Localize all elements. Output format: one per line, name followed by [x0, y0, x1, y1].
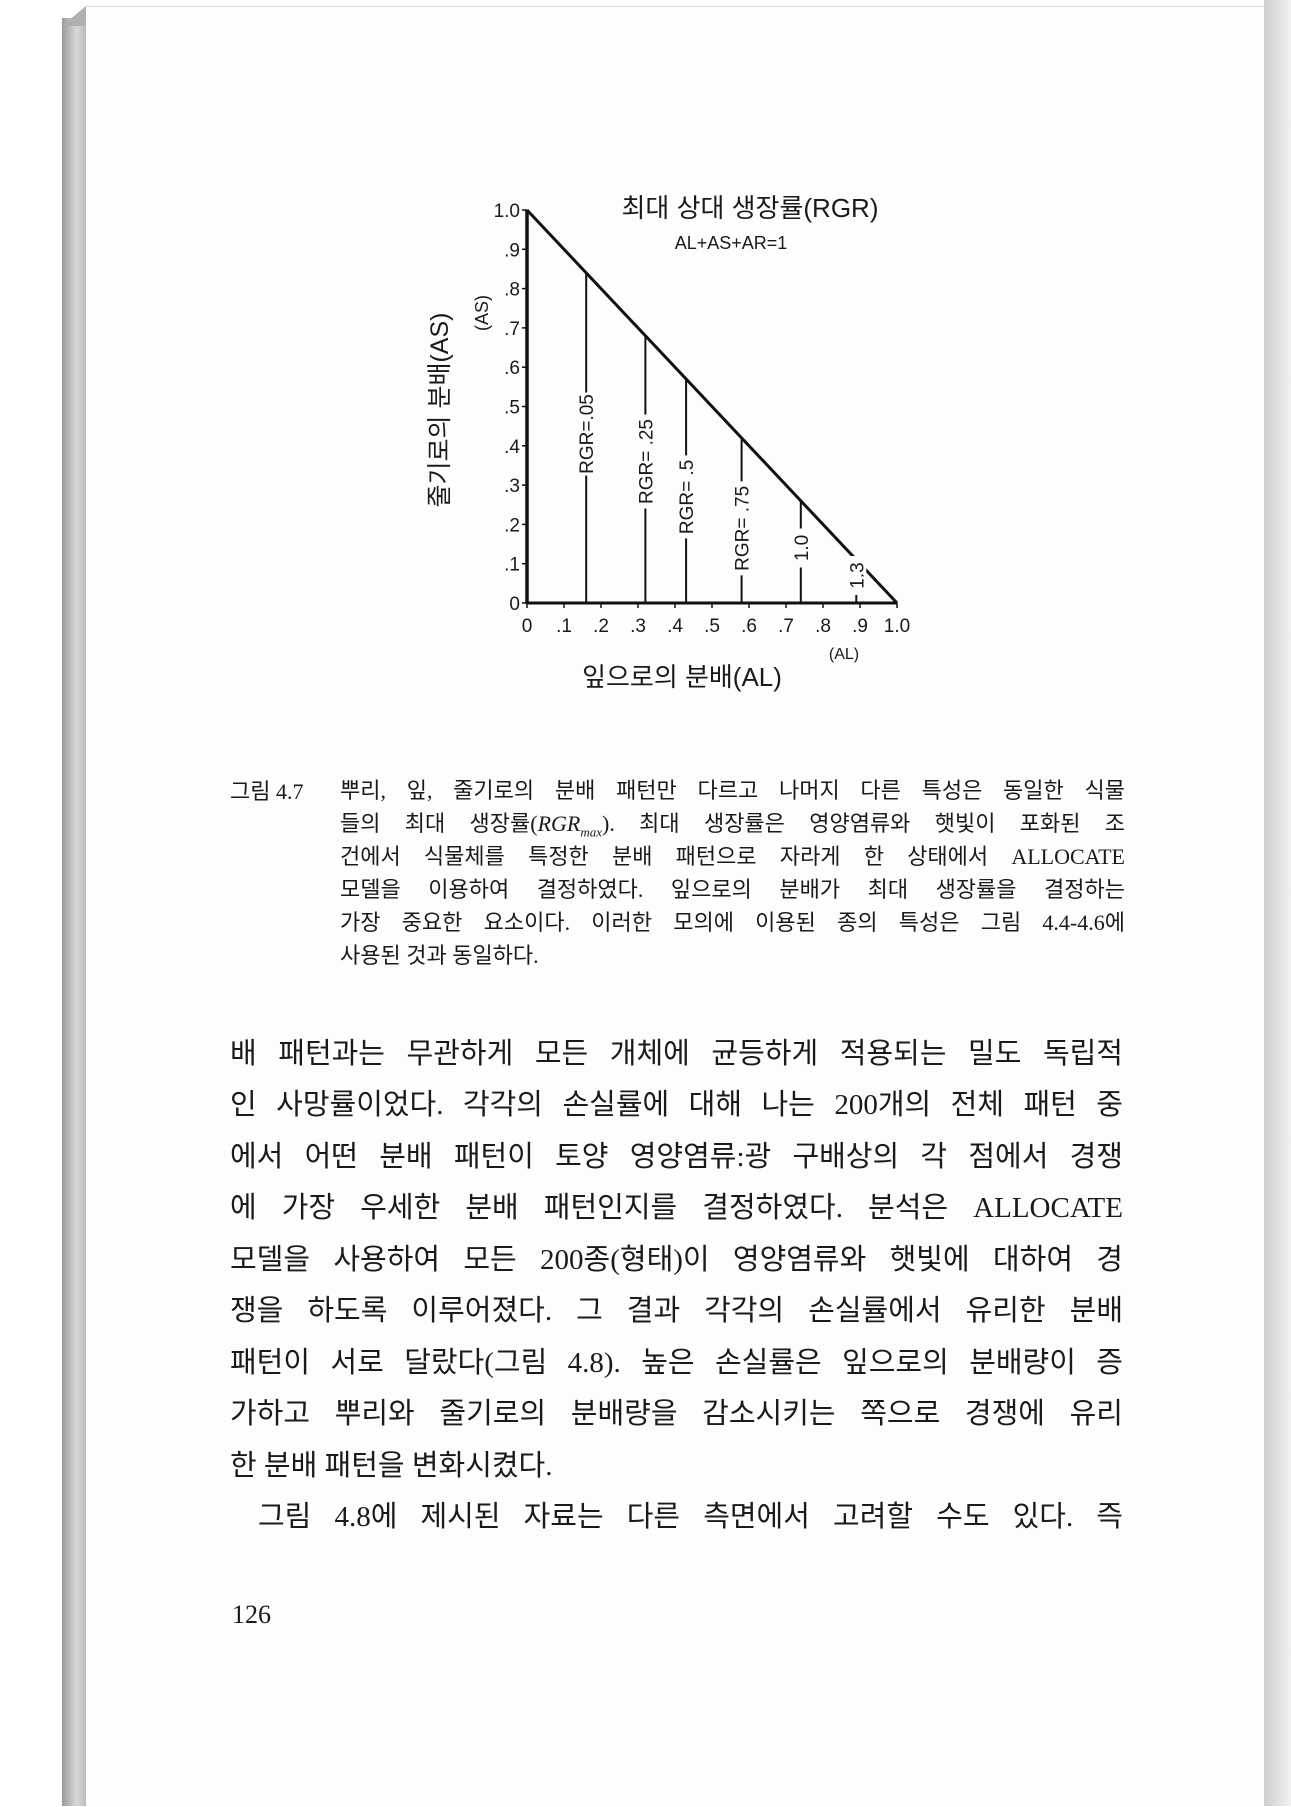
y-tick-label: 0: [509, 594, 520, 615]
y-tick-label: .3: [504, 476, 520, 497]
y-tick-label: 1.0: [494, 201, 520, 222]
x-tick-label: .7: [778, 616, 794, 637]
body-line: 에서 어떤 분배 패턴이 토양 영양염류:광 구배상의 각 점에서 경쟁: [230, 1141, 1123, 1173]
body-line: 가하고 뿌리와 줄기로의 분배량을 감소시키는 쪽으로 경쟁에 유리: [230, 1398, 1123, 1430]
rgr-isoline-label: RGR=.05: [577, 394, 598, 474]
caption-text: 들의 최대 생장률(: [340, 811, 538, 836]
x-tick-label: 1.0: [884, 616, 910, 637]
body-line: 패턴이 서로 달랐다(그림 4.8). 높은 손실률은 잎으로의 분배량이 증: [230, 1347, 1123, 1379]
y-tick-label: .4: [504, 437, 520, 458]
rgr-isoline-label: RGR= .5: [677, 460, 698, 534]
caption-line: 모델을 이용하여 결정하였다. 잎으로의 분배가 최대 생장률을 결정하는: [340, 877, 1125, 902]
x-axis-label-short: (AL): [829, 646, 859, 663]
y-tick-label: .8: [504, 280, 520, 301]
page-edge-shadow: [1264, 0, 1291, 1806]
figure-4-7-chart: 최대 상대 생장률(RGR) AL+AS+AR=1 줄기로의 분배(AS) (A…: [426, 193, 910, 692]
x-tick-label: .1: [556, 616, 572, 637]
body-line: 쟁을 하도록 이루어졌다. 그 결과 각각의 손실률에서 유리한 분배: [230, 1295, 1123, 1327]
book-spine: [62, 18, 86, 1806]
y-tick-label: .2: [504, 515, 520, 536]
y-axis-label: 줄기로의 분배(AS): [426, 313, 454, 508]
rgr-isoline-label: RGR= .25: [636, 419, 657, 504]
body-line: 그림 4.8에 제시된 자료는 다른 측면에서 고려할 수도 있다. 즉: [258, 1501, 1123, 1533]
isoline-label-gap: [576, 392, 597, 476]
rgr-isoline-label: 1.0: [792, 535, 813, 561]
book-page: [86, 6, 1264, 1807]
x-tick-label: .2: [593, 616, 609, 637]
x-tick-label: .3: [630, 616, 646, 637]
y-tick-label: .5: [504, 398, 520, 419]
x-axis-label: 잎으로의 분배(AL): [582, 662, 782, 692]
rgr-subscript: max: [580, 824, 603, 840]
isoline-label-gap: [790, 528, 811, 568]
isoline-label-gap: [846, 555, 867, 595]
x-tick-label: .9: [852, 616, 868, 637]
caption-text: ). 최대 생장률은 영양염류와 햇빛이 포화된 조: [602, 811, 1125, 836]
caption-label: 그림 4.7: [230, 779, 304, 804]
x-tick-label: .4: [667, 616, 683, 637]
x-tick-label: .6: [741, 616, 757, 637]
body-line: 인 사망률이었다. 각각의 손실률에 대해 나는 200개의 전체 패턴 중: [230, 1089, 1123, 1121]
caption-line: 건에서 식물체를 특정한 분배 패턴으로 자라게 한 상태에서 ALLOCATE: [340, 844, 1125, 869]
body-line: 모델을 사용하여 모든 200종(형태)이 영양염류와 햇빛에 대하여 경: [230, 1244, 1123, 1276]
isoline-label-gap: [676, 455, 697, 539]
y-tick-label: .7: [504, 319, 520, 340]
caption-line: 사용된 것과 동일하다.: [340, 943, 539, 968]
rgr-isoline-label: RGR= .75: [733, 486, 754, 571]
body-line: 에 가장 우세한 분배 패턴인지를 결정하였다. 분석은 ALLOCATE: [230, 1192, 1123, 1224]
isoline-label-gap: [731, 481, 752, 576]
chart-title: 최대 상대 생장률(RGR): [622, 193, 879, 223]
x-tick-label: .8: [815, 616, 831, 637]
rgr-isoline-label: 1.3: [847, 562, 868, 588]
max-allocation-boundary: [525, 208, 899, 605]
y-tick-label: .9: [504, 240, 520, 261]
page-number: 126: [232, 1600, 271, 1629]
y-axis-label-short: (AS): [472, 295, 492, 331]
rgr-symbol: RGR: [537, 811, 581, 836]
caption-line: 뿌리, 잎, 줄기로의 분배 패턴만 다르고 나머지 다른 특성은 동일한 식물: [340, 778, 1125, 803]
caption-line: 가장 중요한 요소이다. 이러한 모의에 이용된 종의 특성은 그림 4.4-4…: [340, 910, 1125, 935]
caption-line: 들의 최대 생장률(RGRmax). 최대 생장률은 영양염류와 햇빛이 포화된…: [340, 807, 1125, 840]
x-tick-label: 0: [522, 616, 533, 637]
y-tick-label: .1: [504, 555, 520, 576]
isoline-label-gap: [635, 414, 656, 509]
y-tick-label: .6: [504, 358, 520, 379]
page-corner: [62, 6, 86, 26]
x-tick-label: .5: [704, 616, 720, 637]
chart-subtitle: AL+AS+AR=1: [675, 233, 788, 253]
body-line: 한 분배 패턴을 변화시켰다.: [230, 1450, 553, 1482]
body-line: 배 패턴과는 무관하게 모든 개체에 균등하게 적용되는 밀도 독립적: [230, 1038, 1123, 1070]
